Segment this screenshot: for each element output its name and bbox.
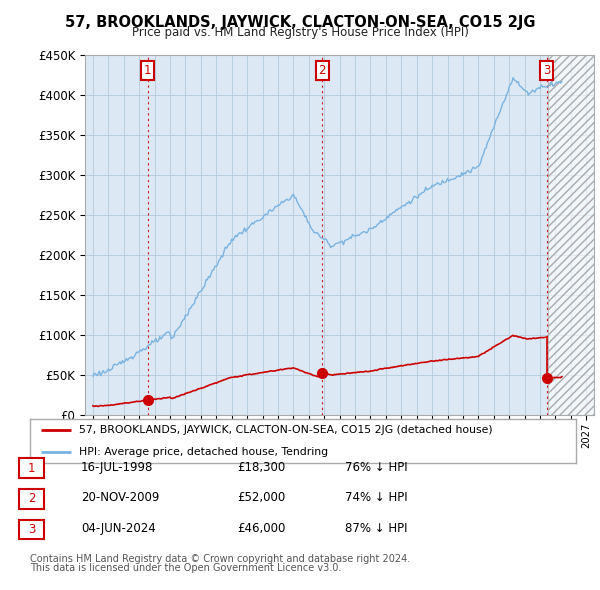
Text: 3: 3 (28, 523, 35, 536)
Text: 57, BROOKLANDS, JAYWICK, CLACTON-ON-SEA, CO15 2JG (detached house): 57, BROOKLANDS, JAYWICK, CLACTON-ON-SEA,… (79, 425, 493, 435)
Text: 04-JUN-2024: 04-JUN-2024 (81, 522, 156, 535)
Text: This data is licensed under the Open Government Licence v3.0.: This data is licensed under the Open Gov… (30, 563, 341, 573)
Text: 16-JUL-1998: 16-JUL-1998 (81, 461, 154, 474)
Text: 20-NOV-2009: 20-NOV-2009 (81, 491, 160, 504)
Text: HPI: Average price, detached house, Tendring: HPI: Average price, detached house, Tend… (79, 447, 328, 457)
Text: 2: 2 (319, 64, 326, 77)
Text: Contains HM Land Registry data © Crown copyright and database right 2024.: Contains HM Land Registry data © Crown c… (30, 554, 410, 564)
Text: 3: 3 (543, 64, 550, 77)
Text: 57, BROOKLANDS, JAYWICK, CLACTON-ON-SEA, CO15 2JG: 57, BROOKLANDS, JAYWICK, CLACTON-ON-SEA,… (65, 15, 535, 30)
Text: Price paid vs. HM Land Registry's House Price Index (HPI): Price paid vs. HM Land Registry's House … (131, 26, 469, 39)
Text: 1: 1 (144, 64, 151, 77)
Text: 2: 2 (28, 492, 35, 506)
Text: 74% ↓ HPI: 74% ↓ HPI (345, 491, 407, 504)
Bar (548, 55, 594, 415)
Text: 1: 1 (28, 461, 35, 475)
Text: £52,000: £52,000 (237, 491, 285, 504)
Text: £18,300: £18,300 (237, 461, 285, 474)
Text: 87% ↓ HPI: 87% ↓ HPI (345, 522, 407, 535)
Text: 76% ↓ HPI: 76% ↓ HPI (345, 461, 407, 474)
Bar (548, 55, 594, 415)
Text: £46,000: £46,000 (237, 522, 286, 535)
